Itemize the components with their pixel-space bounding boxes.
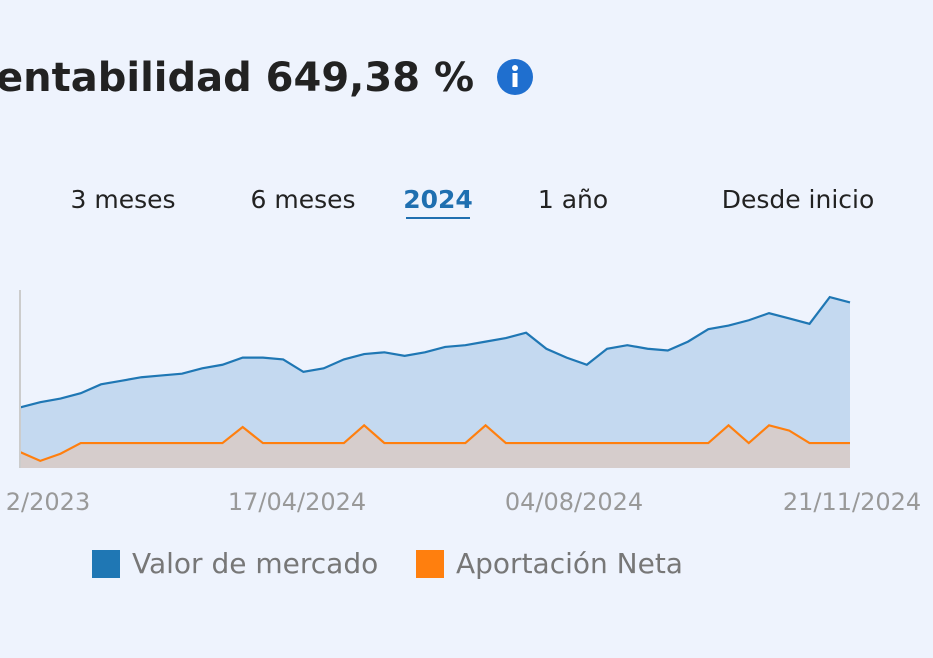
- legend-label: Aportación Neta: [456, 547, 683, 580]
- tab[interactable]: 1 año: [538, 185, 608, 214]
- line: [19, 423, 850, 463]
- area: [20, 297, 850, 468]
- tab[interactable]: 2024: [403, 185, 473, 214]
- area: [20, 425, 850, 468]
- tab[interactable]: 3 meses: [70, 185, 175, 214]
- x-tick-label: 04/08/2024: [505, 488, 643, 516]
- tab[interactable]: 6 meses: [250, 185, 355, 214]
- tab[interactable]: Desde inicio: [722, 185, 875, 214]
- x-tick-label: 21/11/2024: [783, 488, 921, 516]
- info-icon[interactable]: [497, 59, 533, 95]
- legend-label: Valor de mercado: [132, 547, 378, 580]
- x-tick-label: 17/04/2024: [228, 488, 366, 516]
- line: [19, 295, 851, 409]
- tab-underline: [406, 217, 470, 219]
- legend-swatch: [92, 550, 120, 578]
- title: entabilidad 649,38 %: [0, 55, 474, 101]
- legend-swatch: [416, 550, 444, 578]
- x-tick-label: 2/2023: [6, 488, 90, 516]
